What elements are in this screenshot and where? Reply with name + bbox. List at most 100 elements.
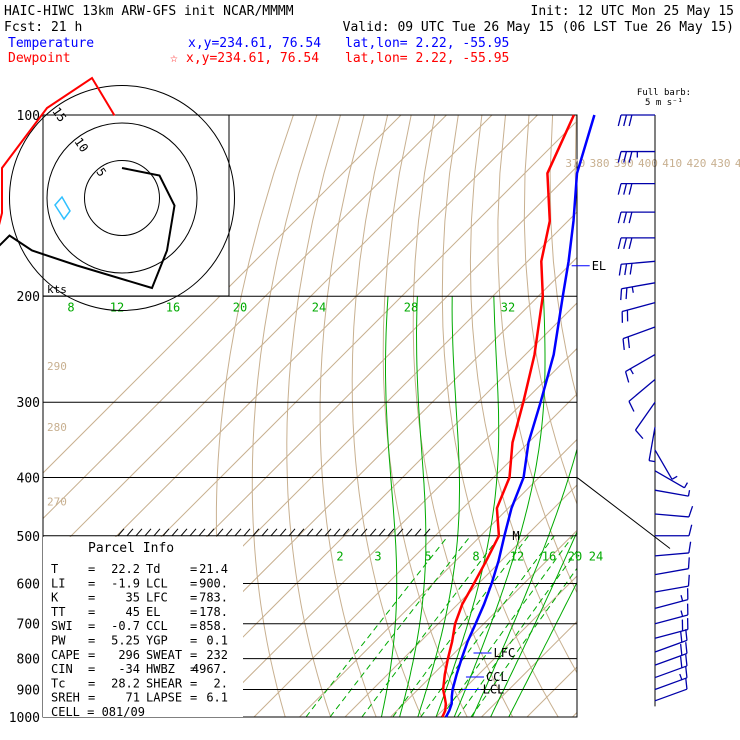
parcel-value: 6.1 — [206, 691, 228, 705]
barb-shaft — [654, 552, 689, 557]
parcel-eq: = — [88, 648, 95, 662]
parcel-eq: = — [190, 576, 197, 590]
wind-barb — [654, 506, 694, 518]
mixing-ratio-line — [457, 550, 577, 717]
barb-flag — [623, 151, 628, 163]
parcel-key: T — [51, 562, 58, 576]
pressure-tick-label: 300 — [17, 396, 40, 411]
dry-adiabat-line — [600, 115, 740, 717]
isotherm-line — [43, 115, 493, 565]
hodograph-ring — [84, 160, 160, 236]
barb-flag — [625, 287, 628, 300]
barb-shaft — [628, 378, 656, 402]
wind-barb — [654, 541, 692, 557]
barb-flag — [688, 506, 694, 518]
isotherm-line — [618, 115, 740, 717]
parcel-eq: = — [88, 605, 95, 619]
isotherm-line — [572, 711, 577, 717]
level-marker-label: LFC — [493, 646, 515, 660]
hatch-mark — [198, 528, 206, 537]
hatch-mark — [351, 528, 359, 537]
parcel-eq: = — [88, 662, 95, 676]
barb-shaft — [654, 568, 689, 576]
barb-flag — [623, 183, 628, 195]
dry-adiabat-line — [382, 115, 468, 717]
barb-flag — [685, 642, 688, 654]
pressure-tick-label: 200 — [17, 290, 40, 305]
mixing-ratio-line — [329, 535, 471, 717]
wind-barb — [648, 427, 656, 463]
theta-side-label: 290 — [47, 360, 67, 373]
barb-flag — [628, 211, 633, 224]
moist-adiabat-line — [435, 296, 500, 717]
barb-legend-title: Full barb: — [637, 88, 691, 98]
header-valid: Valid: 09 UTC Tue 26 May 15 (06 LST Tue … — [343, 20, 734, 35]
parcel-value: -1.9 — [111, 576, 140, 590]
barb-flag — [620, 288, 623, 301]
dry-adiabat-line — [319, 115, 377, 717]
mixing-ratio-line — [392, 535, 529, 717]
barb-shaft — [654, 489, 689, 497]
parcel-key: Tc — [51, 676, 65, 690]
barb-flag — [687, 557, 690, 569]
barb-flag — [628, 183, 633, 195]
barb-shaft — [654, 688, 688, 702]
wind-barb — [617, 114, 655, 127]
dry-adiabat-line — [251, 115, 318, 717]
parcel-value: 71 — [126, 691, 140, 705]
barb-shaft — [654, 470, 685, 489]
mixing-ratio-label: 8 — [472, 550, 479, 564]
moist-adiabat-line — [471, 447, 577, 717]
isotherm-line — [526, 666, 577, 717]
hatch-mark — [414, 528, 422, 537]
hatch-mark — [117, 528, 125, 537]
theta-tick-label: 410 — [662, 157, 682, 170]
parcel-key: LAPSE — [146, 691, 182, 705]
hatch-mark — [306, 528, 314, 537]
hodograph-ring-label: 10 — [71, 135, 91, 155]
mixing-ratio-line — [440, 535, 574, 717]
hatch-mark — [243, 528, 251, 537]
parcel-eq: = — [190, 591, 197, 605]
dry-adiabat-line — [469, 115, 577, 674]
parcel-value: 900. — [199, 576, 228, 590]
barb-flag — [617, 151, 622, 163]
wind-barb — [654, 588, 689, 609]
moist-adiabat-label: 32 — [501, 300, 515, 314]
parcel-cell: CELL = 081/09 — [51, 705, 145, 719]
isotherm-line — [162, 302, 577, 717]
parcel-value: -34 — [118, 662, 140, 676]
parcel-key: LFC — [146, 591, 168, 605]
barb-shaft — [622, 326, 656, 340]
parcel-eq: = — [190, 619, 197, 633]
hatch-mark — [270, 528, 278, 537]
barb-shaft — [654, 585, 689, 593]
dry-adiabat-line — [670, 115, 740, 717]
parcel-eq: = — [88, 619, 95, 633]
hatch-mark — [126, 528, 134, 537]
barb-flag — [635, 429, 644, 440]
hatch-mark — [144, 528, 152, 537]
wind-barb — [654, 574, 690, 593]
barb-shaft — [621, 282, 656, 290]
dry-adiabat-line — [694, 115, 740, 717]
dry-adiabat-line — [497, 115, 577, 594]
parcel-value: 21.4 — [199, 562, 228, 576]
mixing-ratio-line — [420, 535, 555, 717]
pressure-tick-label: 700 — [17, 618, 40, 633]
wind-barb — [620, 282, 656, 301]
parcel-eq: = — [88, 591, 95, 605]
level-marker-label: EL — [592, 259, 606, 273]
parcel-key: Td — [146, 562, 160, 576]
barb-flag — [685, 629, 688, 641]
wind-barb — [622, 326, 656, 350]
barb-half-flag — [680, 610, 684, 617]
barb-half-flag — [631, 286, 634, 293]
dry-adiabat-line — [623, 115, 740, 717]
temperature-xy: x,y=234.61, 76.54 — [188, 36, 321, 51]
barb-shaft — [634, 401, 656, 431]
wind-barb — [617, 182, 655, 195]
parcel-key: SWEAT — [146, 648, 182, 662]
